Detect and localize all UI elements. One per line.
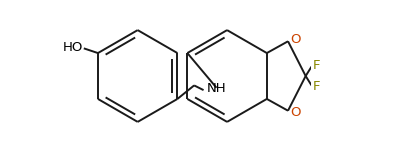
Text: F: F (313, 80, 320, 93)
Text: F: F (313, 59, 320, 72)
Text: NH: NH (206, 82, 226, 95)
Text: O: O (290, 106, 301, 119)
Text: HO: HO (62, 41, 83, 54)
Text: O: O (290, 33, 301, 46)
